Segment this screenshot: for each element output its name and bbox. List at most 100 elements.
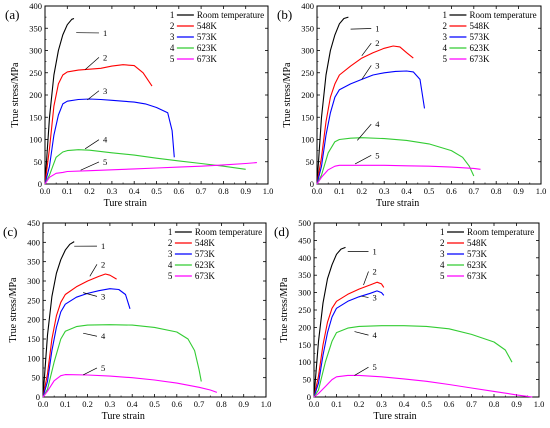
series-line-1 [316,16,349,185]
legend-number: 4 [442,43,447,53]
y-tick-label: 100 [298,357,311,367]
curve-number-label: 5 [375,150,379,160]
x-tick-label: 0.3 [376,399,387,409]
legend-number: 4 [440,260,445,270]
x-tick-label: 1.0 [261,399,272,409]
series-line-5 [313,374,533,398]
y-tick-label: 100 [301,135,314,145]
x-tick-label: 0.8 [218,186,229,196]
series-line-2 [313,281,385,398]
x-axis-title: Ture strain [373,411,416,422]
legend-number: 1 [168,227,173,237]
x-tick-label: 0.9 [513,186,524,196]
series-line-1 [313,246,346,398]
curve-leader-line [350,28,372,30]
curve-number-label: 1 [373,247,377,257]
panel-label: (a) [5,7,19,22]
chart-panel-0: 0.0 0.1 0.2 0.3 0.4 0.5 0.6 0.7 0.8 0.9 1.0 0 50 100 1… [5,1,273,209]
curve-leader-line [363,271,369,286]
curve-leader-line [89,264,98,277]
x-tick-label: 0.1 [331,399,342,409]
curve-number-label: 3 [375,60,379,70]
legend-label: 673K [197,54,218,64]
y-tick-label: 200 [298,322,311,332]
series-line-4 [316,137,475,185]
y-tick-label: 400 [301,1,314,11]
x-tick-label: 1.0 [534,399,545,409]
curve-leader-line [82,367,98,376]
panel-label: (c) [3,224,17,239]
curve-leader-line [361,295,369,298]
x-tick-label: 0.5 [151,186,162,196]
x-tick-label: 0.5 [421,399,432,409]
legend-label: 573K [469,32,490,42]
legend-label: 623K [195,260,216,270]
legend-label: Room temperature [467,227,534,237]
x-tick-label: 0.7 [194,399,205,409]
x-tick-label: 0.2 [84,186,95,196]
series-line-3 [313,290,385,398]
legend-label: 573K [197,32,218,42]
legend-number: 2 [442,21,447,31]
y-tick-label: 300 [298,288,311,298]
legend-label: 573K [195,249,216,259]
x-tick-label: 0.6 [173,186,184,196]
legend-label: Room temperature [195,227,262,237]
y-tick-label: 250 [27,295,40,305]
x-axis-title: Ture strain [104,198,147,209]
x-tick-label: 0.3 [107,186,118,196]
plot-frame [42,222,267,398]
legend-label: 623K [467,260,488,270]
panel-label: (b) [277,7,292,22]
x-tick-label: 0.8 [491,186,502,196]
y-axis-title: True stress/MPa [10,62,21,127]
legend-number: 1 [442,10,447,20]
x-tick-label: 0.2 [356,186,367,196]
y-tick-label: 0 [38,179,42,189]
y-axis-title: True stress/MPa [279,277,290,342]
x-tick-label: 0.9 [238,399,249,409]
y-tick-label: 300 [301,46,314,56]
y-tick-label: 150 [29,112,42,122]
curve-leader-line [354,331,369,336]
y-tick-label: 450 [298,235,311,245]
y-tick-label: 50 [34,157,43,167]
curve-number-label: 4 [103,135,108,145]
plot-frame [313,222,540,398]
plot-frame [316,5,542,185]
y-tick-label: 150 [27,334,40,344]
legend-label: 548K [195,238,216,248]
y-tick-label: 0 [36,392,40,402]
legend-label: 673K [467,271,488,281]
series-line-1 [44,17,75,185]
y-tick-label: 200 [301,90,314,100]
curve-number-label: 2 [103,52,107,62]
y-tick-label: 300 [29,46,42,56]
legend-number: 2 [440,238,445,248]
legend-label: 573K [467,249,488,259]
y-tick-label: 400 [29,1,42,11]
legend-number: 4 [168,260,173,270]
curve-number-label: 3 [103,86,107,96]
chart-panel-3: 0.0 0.1 0.2 0.3 0.4 0.5 0.6 0.7 0.8 0.9 1.0 0 50 100 1… [274,218,544,422]
curve-leader-line [84,57,100,70]
legend-number: 3 [170,32,175,42]
y-tick-label: 350 [27,257,40,267]
y-tick-label: 150 [301,112,314,122]
x-tick-label: 0.5 [149,399,160,409]
x-tick-label: 0.6 [444,399,455,409]
series-line-5 [44,162,257,185]
curve-leader-line [83,332,98,337]
series-line-2 [316,45,414,185]
series-line-3 [44,98,175,185]
x-tick-label: 0.3 [105,399,116,409]
x-tick-label: 0.7 [468,186,479,196]
legend-label: Room temperature [197,10,264,20]
legend-number: 3 [168,249,173,259]
legend-number: 5 [170,54,175,64]
x-tick-label: 0.4 [129,186,140,196]
y-tick-label: 450 [27,218,40,228]
x-tick-label: 0.7 [466,399,477,409]
series-line-5 [316,164,481,185]
